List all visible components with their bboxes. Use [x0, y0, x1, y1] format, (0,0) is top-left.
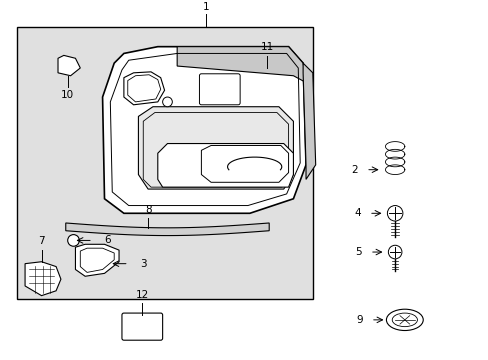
- Text: 10: 10: [61, 90, 74, 100]
- Text: 6: 6: [104, 235, 111, 246]
- Circle shape: [163, 97, 172, 107]
- Text: 12: 12: [135, 291, 149, 301]
- Polygon shape: [102, 47, 305, 213]
- Text: 3: 3: [140, 259, 147, 269]
- Polygon shape: [138, 107, 293, 189]
- Text: 11: 11: [260, 42, 273, 53]
- Polygon shape: [75, 244, 119, 276]
- Text: 2: 2: [351, 165, 358, 175]
- Text: 5: 5: [355, 247, 362, 257]
- Polygon shape: [65, 223, 269, 235]
- Circle shape: [386, 206, 402, 221]
- FancyBboxPatch shape: [199, 74, 240, 105]
- Polygon shape: [123, 72, 164, 105]
- Text: 4: 4: [354, 208, 361, 218]
- Polygon shape: [158, 144, 293, 187]
- Text: 7: 7: [38, 236, 45, 246]
- Text: 8: 8: [144, 205, 151, 215]
- Text: 9: 9: [356, 315, 363, 325]
- Polygon shape: [303, 63, 315, 179]
- FancyBboxPatch shape: [122, 313, 163, 340]
- Circle shape: [387, 245, 401, 259]
- Ellipse shape: [386, 309, 423, 330]
- Polygon shape: [25, 262, 61, 296]
- Text: 1: 1: [203, 2, 209, 12]
- Bar: [17, 27, 312, 298]
- Ellipse shape: [391, 313, 417, 327]
- Polygon shape: [58, 55, 80, 76]
- Polygon shape: [177, 47, 305, 82]
- Circle shape: [67, 235, 79, 246]
